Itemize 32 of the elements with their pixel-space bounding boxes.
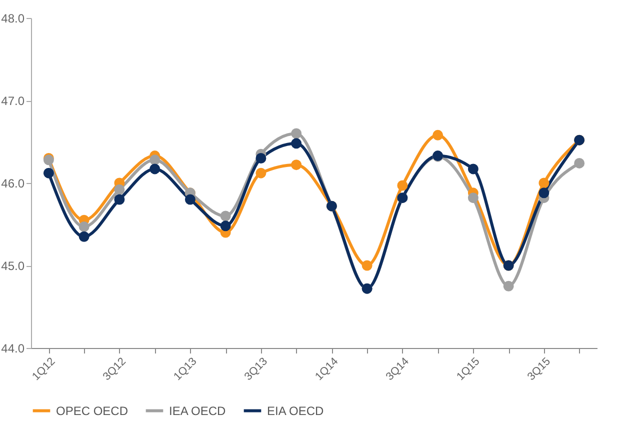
point xyxy=(362,260,372,271)
point xyxy=(43,168,54,178)
point xyxy=(220,220,231,232)
point xyxy=(184,194,196,205)
point xyxy=(291,160,302,170)
point xyxy=(291,138,302,149)
point xyxy=(503,280,514,292)
point xyxy=(468,192,478,204)
legend-label: EIA OECD xyxy=(267,404,324,418)
y-tick-label: 48.0 xyxy=(1,12,25,26)
point xyxy=(150,154,160,166)
y-tick-label: 45.0 xyxy=(1,259,25,273)
point xyxy=(78,231,90,242)
y-tick-label: 46.0 xyxy=(1,176,25,190)
point xyxy=(574,158,585,168)
y-tick-label: 44.0 xyxy=(1,342,25,356)
point xyxy=(256,168,266,178)
point xyxy=(150,164,160,174)
legend-label: OPEC OECD xyxy=(56,404,128,418)
point xyxy=(114,184,125,195)
legend-label: IEA OECD xyxy=(169,404,226,418)
y-tick-label: 47.0 xyxy=(1,94,25,108)
point xyxy=(397,180,408,191)
point xyxy=(432,130,444,140)
point xyxy=(114,194,125,205)
point xyxy=(291,128,302,139)
point xyxy=(538,178,550,188)
point xyxy=(538,188,550,198)
point xyxy=(220,210,231,222)
point xyxy=(78,221,90,232)
point xyxy=(468,164,478,174)
point xyxy=(256,153,266,164)
